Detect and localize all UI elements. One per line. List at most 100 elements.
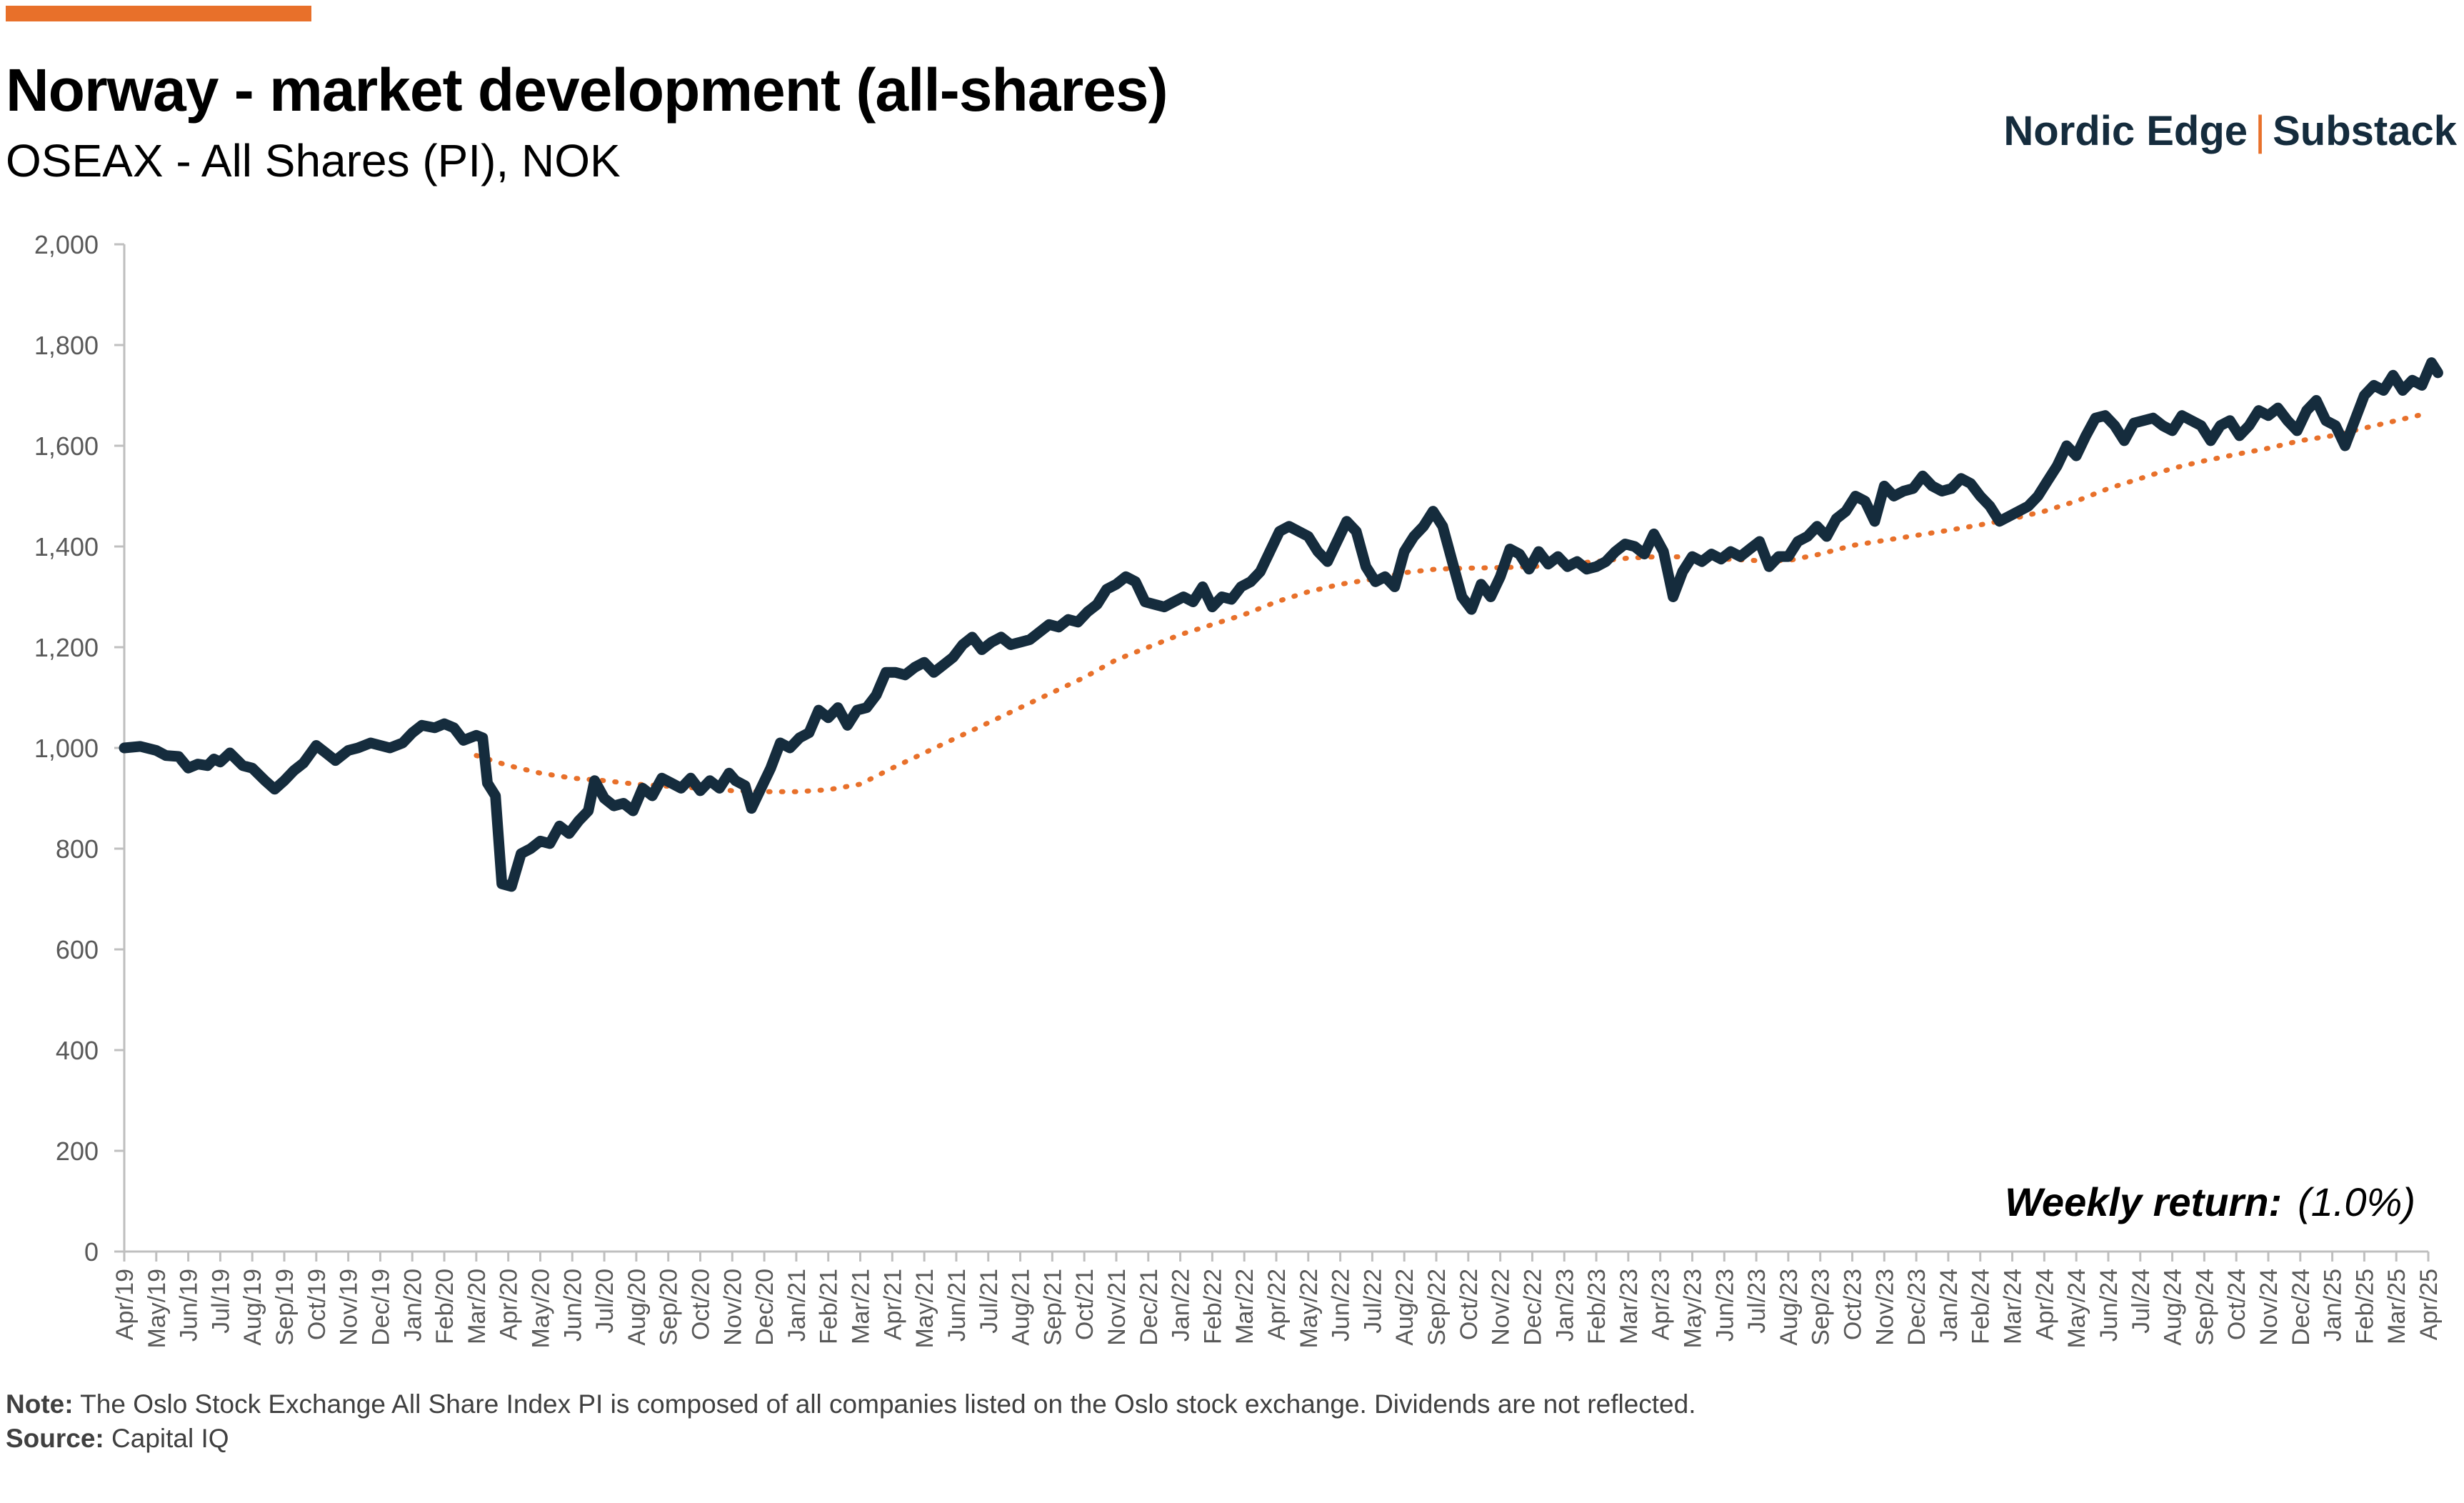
y-tick-label: 1,600	[34, 431, 99, 461]
x-tick-label: Oct/24	[2223, 1269, 2250, 1340]
x-tick-label: Nov/23	[1871, 1269, 1898, 1346]
x-tick-label: Feb/22	[1199, 1269, 1226, 1344]
y-tick-label: 400	[56, 1036, 99, 1065]
series-layer	[119, 357, 2443, 892]
note-label: Note:	[6, 1389, 74, 1419]
source-label: Source:	[6, 1424, 104, 1453]
x-tick-label: Oct/23	[1840, 1269, 1867, 1340]
x-tick-label: Dec/20	[751, 1269, 778, 1346]
x-tick-label: Nov/22	[1488, 1269, 1515, 1346]
x-tick-label: Sep/19	[271, 1269, 299, 1346]
x-tick-label: Dec/23	[1903, 1269, 1930, 1346]
brand-logo: Nordic Edge | Substack	[2003, 107, 2457, 155]
x-tick-label: Feb/21	[816, 1269, 843, 1344]
x-tick-label: Jan/24	[1935, 1269, 1963, 1342]
footer-note: Note: The Oslo Stock Exchange All Share …	[6, 1389, 1696, 1419]
x-tick-label: Sep/21	[1039, 1269, 1066, 1346]
x-tick-label: Jun/20	[559, 1269, 586, 1342]
note-text: The Oslo Stock Exchange All Share Index …	[73, 1389, 1696, 1419]
x-tick-label: Dec/24	[2288, 1269, 2315, 1346]
x-tick-label: Sep/23	[1808, 1269, 1835, 1346]
weekly-return-label: Weekly return:	[2005, 1179, 2283, 1224]
x-tick-label: May/23	[1679, 1269, 1706, 1349]
x-tick-label: Aug/21	[1008, 1269, 1035, 1346]
x-tick-label: Apr/22	[1263, 1269, 1291, 1340]
y-tick-label: 600	[56, 935, 99, 964]
accent-bar	[6, 6, 311, 21]
x-tick-label: Mar/20	[464, 1269, 491, 1344]
x-tick-label: Nov/19	[336, 1269, 363, 1346]
x-tick-label: May/24	[2063, 1269, 2090, 1349]
x-tick-label: Oct/22	[1456, 1269, 1483, 1340]
x-tick-label: Mar/22	[1231, 1269, 1258, 1344]
line-chart: 0 200 400 600 800 1,000 1,200 1,400 1,600 1,800 2,…	[34, 230, 2443, 1349]
x-tick-label: Jul/24	[2128, 1269, 2155, 1334]
x-tick-label: Apr/24	[2031, 1269, 2058, 1340]
x-tick-label: Jun/24	[2095, 1269, 2123, 1342]
y-tick-label: 1,000	[34, 734, 99, 763]
y-tick-label: 1,400	[34, 532, 99, 561]
x-tick-label: May/21	[911, 1269, 938, 1349]
weekly-return-value: (1.0%)	[2298, 1179, 2415, 1224]
x-tick-label: Jan/25	[2320, 1269, 2347, 1342]
x-tick-label: Oct/19	[304, 1269, 331, 1340]
x-tick-label: Jul/21	[976, 1269, 1003, 1334]
x-tick-label: Aug/23	[1776, 1269, 1803, 1346]
x-tick-label: Apr/20	[496, 1269, 523, 1340]
x-tick-label: Feb/25	[2351, 1269, 2378, 1344]
x-tick-label: Aug/20	[623, 1269, 651, 1346]
x-tick-label: May/19	[144, 1269, 171, 1349]
x-tick-label: Jun/22	[1328, 1269, 1355, 1342]
oseax-index-line	[119, 357, 2443, 892]
weekly-return: Weekly return: (1.0%)	[2005, 1179, 2415, 1225]
x-tick-label: Jul/22	[1359, 1269, 1386, 1334]
y-tick-label: 200	[56, 1137, 99, 1166]
x-tick-label: Jul/20	[591, 1269, 618, 1334]
x-tick-label: Mar/21	[848, 1269, 875, 1344]
x-tick-label: Feb/24	[1968, 1269, 1995, 1344]
y-tick-label: 1,200	[34, 633, 99, 662]
x-tick-label: Jul/19	[207, 1269, 234, 1334]
source-text: Capital IQ	[104, 1424, 229, 1453]
x-tick-label: Jun/19	[176, 1269, 203, 1342]
chart-title: Norway - market development (all-shares)	[6, 56, 1168, 124]
x-tick-label: Nov/20	[719, 1269, 746, 1346]
brand-separator: |	[2255, 108, 2266, 154]
x-tick-label: Nov/21	[1103, 1269, 1131, 1346]
x-tick-label: Feb/20	[431, 1269, 459, 1344]
brand-platform: Substack	[2273, 108, 2457, 154]
x-tick-label: May/20	[527, 1269, 554, 1349]
y-tick-label: 800	[56, 834, 99, 864]
footer-source: Source: Capital IQ	[6, 1424, 229, 1454]
x-tick-label: Jan/22	[1168, 1269, 1195, 1342]
x-tick-label: Jan/23	[1551, 1269, 1578, 1342]
x-tick-label: Jun/21	[943, 1269, 971, 1342]
x-tick-label: Mar/24	[2000, 1269, 2027, 1344]
x-tick-label: Jan/21	[783, 1269, 811, 1342]
x-tick-label: Aug/22	[1391, 1269, 1418, 1346]
x-tick-label: Apr/19	[111, 1269, 139, 1340]
x-tick-label: Sep/24	[2191, 1269, 2218, 1346]
x-tick-label: Sep/20	[656, 1269, 683, 1346]
x-tick-label: Aug/19	[239, 1269, 266, 1346]
x-tick-label: Oct/20	[688, 1269, 715, 1340]
brand-name: Nordic Edge	[2003, 108, 2248, 154]
x-tick-label: Jan/20	[399, 1269, 426, 1342]
x-tick-label: Jul/23	[1743, 1269, 1771, 1334]
x-tick-label: May/22	[1296, 1269, 1323, 1349]
x-tick-label: Sep/22	[1423, 1269, 1451, 1346]
y-tick-label: 0	[84, 1237, 99, 1267]
x-tick-label: Apr/25	[2415, 1269, 2443, 1340]
x-tick-label: Apr/21	[879, 1269, 906, 1340]
x-tick-label: Feb/23	[1583, 1269, 1611, 1344]
chart-subtitle: OSEAX - All Shares (PI), NOK	[6, 135, 621, 186]
y-tick-label: 2,000	[34, 230, 99, 259]
x-tick-label: Apr/23	[1648, 1269, 1675, 1340]
x-tick-label: Dec/21	[1136, 1269, 1163, 1346]
x-axis: Apr/19 May/19 Jun/19 Jul/19 Aug/19 Sep/19 Oct/…	[111, 1250, 2443, 1349]
y-axis: 0 200 400 600 800 1,000 1,200 1,400 1,600 1,800 2,…	[34, 230, 126, 1267]
x-tick-label: Jun/23	[1711, 1269, 1738, 1342]
y-tick-label: 1,800	[34, 331, 99, 360]
x-tick-label: Mar/25	[2383, 1269, 2410, 1344]
x-tick-label: Dec/19	[367, 1269, 394, 1346]
